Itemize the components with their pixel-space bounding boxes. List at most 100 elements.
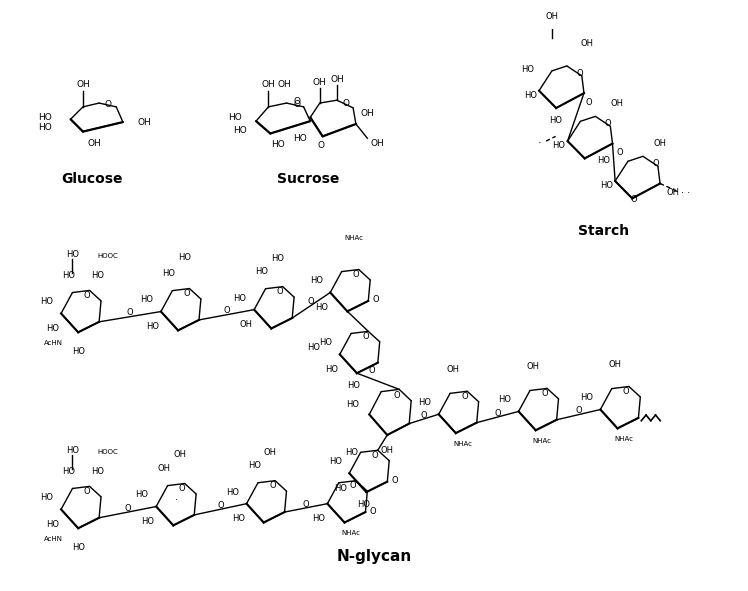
Text: OH: OH xyxy=(330,75,344,84)
Text: HO: HO xyxy=(271,141,285,150)
Text: HO: HO xyxy=(346,400,359,409)
Text: O: O xyxy=(652,160,659,168)
Text: OH: OH xyxy=(381,446,393,454)
Text: HO: HO xyxy=(46,520,59,529)
Text: HO: HO xyxy=(316,303,328,312)
Text: O: O xyxy=(84,291,91,300)
Text: OH: OH xyxy=(370,138,384,148)
Text: OH: OH xyxy=(580,38,594,48)
Text: O: O xyxy=(370,506,376,515)
Text: OH: OH xyxy=(278,80,292,89)
Text: OH: OH xyxy=(313,77,327,87)
Text: HO: HO xyxy=(141,517,154,526)
Text: HO: HO xyxy=(325,365,338,374)
Text: HO: HO xyxy=(357,500,370,509)
Text: O: O xyxy=(353,270,360,279)
Text: O: O xyxy=(586,98,592,106)
Text: HO: HO xyxy=(248,461,261,470)
Text: HOOC: HOOC xyxy=(97,253,118,259)
Text: HO: HO xyxy=(255,267,269,276)
Text: O: O xyxy=(350,482,357,491)
Text: HO: HO xyxy=(72,543,85,552)
Text: HO: HO xyxy=(62,467,76,476)
Text: OH: OH xyxy=(157,464,171,473)
Text: HO: HO xyxy=(310,277,322,285)
Text: HO: HO xyxy=(38,113,52,122)
Text: NHAc: NHAc xyxy=(453,440,472,447)
Text: HOOC: HOOC xyxy=(97,449,118,455)
Text: HO: HO xyxy=(66,250,79,259)
Text: O: O xyxy=(343,99,350,108)
Text: O: O xyxy=(183,289,190,298)
Text: HO: HO xyxy=(348,381,361,390)
Text: O: O xyxy=(269,482,276,491)
Text: N-glycan: N-glycan xyxy=(337,549,411,564)
Text: OH: OH xyxy=(608,360,621,369)
Text: HO: HO xyxy=(46,324,59,333)
Text: O: O xyxy=(362,332,369,341)
Text: HO: HO xyxy=(418,398,431,407)
Text: O: O xyxy=(623,387,630,396)
Text: NHAc: NHAc xyxy=(615,436,634,442)
Text: O: O xyxy=(494,409,501,418)
Text: HO: HO xyxy=(552,141,565,150)
Text: AcHN: AcHN xyxy=(44,535,63,542)
Text: OH: OH xyxy=(527,362,539,371)
Text: O: O xyxy=(124,504,131,513)
Text: O: O xyxy=(576,69,583,78)
Text: O: O xyxy=(217,501,224,510)
Text: NHAc: NHAc xyxy=(342,530,361,536)
Text: OH: OH xyxy=(545,12,558,21)
Text: O: O xyxy=(293,99,301,109)
Text: HO: HO xyxy=(62,271,76,280)
Text: HO: HO xyxy=(313,514,325,523)
Text: HO: HO xyxy=(233,294,247,303)
Text: OH: OH xyxy=(262,80,275,89)
Text: ·: · xyxy=(175,495,178,505)
Text: O: O xyxy=(104,99,111,109)
Text: NHAc: NHAc xyxy=(533,438,552,444)
Text: OH: OH xyxy=(137,118,151,126)
Text: O: O xyxy=(84,487,91,496)
Text: ·: · xyxy=(545,0,548,4)
Text: HO: HO xyxy=(162,269,175,278)
Text: O: O xyxy=(420,411,427,420)
Text: HO: HO xyxy=(38,124,52,132)
Text: HO: HO xyxy=(498,395,511,404)
Text: O: O xyxy=(541,389,548,398)
Text: HO: HO xyxy=(307,343,320,352)
Text: OH: OH xyxy=(667,188,680,197)
Text: HO: HO xyxy=(272,254,284,262)
Text: OH: OH xyxy=(447,365,459,374)
Text: O: O xyxy=(317,141,324,150)
Text: OH: OH xyxy=(361,109,375,118)
Text: O: O xyxy=(392,476,398,485)
Text: O: O xyxy=(604,119,611,128)
Text: AcHN: AcHN xyxy=(44,340,63,346)
Text: HO: HO xyxy=(292,134,307,143)
Text: O: O xyxy=(372,451,378,460)
Text: HO: HO xyxy=(580,394,592,402)
Text: O: O xyxy=(223,307,230,316)
Text: HO: HO xyxy=(146,322,159,331)
Text: HO: HO xyxy=(345,447,358,457)
Text: HO: HO xyxy=(141,296,153,304)
Text: HO: HO xyxy=(72,347,85,356)
Text: HO: HO xyxy=(178,252,191,262)
Text: HO: HO xyxy=(549,116,562,125)
Text: HO: HO xyxy=(524,91,536,100)
Text: Starch: Starch xyxy=(577,223,629,238)
Text: O: O xyxy=(179,484,186,493)
Text: Sucrose: Sucrose xyxy=(278,172,340,186)
Text: HO: HO xyxy=(328,457,342,466)
Text: O: O xyxy=(277,287,283,296)
Text: HO: HO xyxy=(334,484,347,493)
Text: NHAc: NHAc xyxy=(345,235,364,241)
Text: HO: HO xyxy=(226,488,239,496)
Text: HO: HO xyxy=(233,126,247,135)
Text: HO: HO xyxy=(600,181,613,190)
Text: HO: HO xyxy=(228,113,242,122)
Text: O: O xyxy=(616,148,622,157)
Text: ·: · xyxy=(538,138,542,148)
Text: HO: HO xyxy=(521,65,534,74)
